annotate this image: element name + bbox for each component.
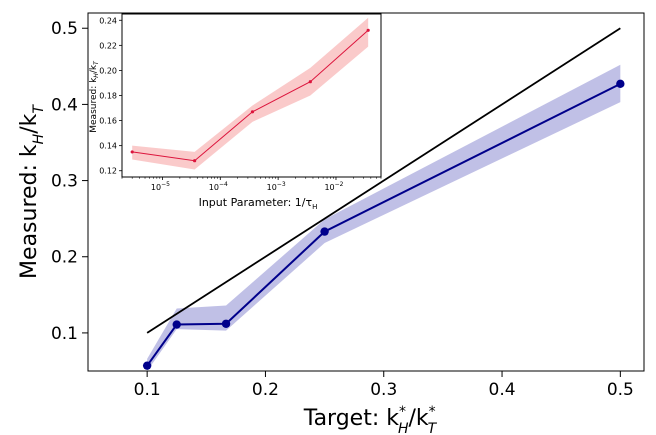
inset-y-tick-label: 0.14	[99, 142, 117, 151]
main-y-ticks: 0.1 0.2 0.3 0.4 0.5	[51, 19, 88, 344]
inset-y-tick-label: 0.22	[99, 41, 117, 50]
inset-data-point	[130, 150, 134, 154]
inset-x-tick-label: 10−3	[267, 181, 286, 192]
main-band-area	[147, 64, 621, 371]
inset-data-point	[308, 80, 312, 84]
inset-series-points	[130, 28, 370, 163]
inset-data-point	[366, 28, 370, 32]
main-y-tick-label: 0.1	[51, 324, 78, 344]
main-data-point	[172, 320, 181, 329]
main-series-points	[142, 79, 625, 370]
inset-y-tick-label: 0.20	[99, 66, 117, 75]
inset-y-tick-label: 0.16	[99, 117, 117, 126]
main-x-tick-label: 0.3	[370, 380, 397, 400]
inset-y-tick-label: 0.18	[99, 92, 117, 101]
inset-y-tick-label: 0.24	[99, 16, 117, 25]
main-x-axis-label: Target: k* H/k* T	[303, 404, 438, 435]
main-y-tick-label: 0.4	[51, 95, 78, 115]
inset-x-tick-label: 10−5	[151, 181, 170, 192]
main-x-tick-label: 0.5	[607, 380, 634, 400]
inset-y-tick-label: 0.12	[99, 167, 117, 176]
inset-data-point	[193, 159, 197, 163]
main-y-axis-label: Measured: kH/kT	[17, 104, 47, 279]
main-confidence-band	[147, 64, 621, 371]
inset-x-ticks: 10−5 10−4 10−3 10−2	[121, 177, 382, 192]
main-x-tick-label: 0.4	[489, 380, 516, 400]
inset-y-axis-label: Measured: kH/kT	[89, 60, 100, 133]
main-x-tick-label: 0.1	[134, 380, 161, 400]
main-identity-line	[146, 27, 621, 334]
main-x-tick-label: 0.2	[252, 380, 279, 400]
inset-confidence-band	[132, 17, 369, 170]
main-reference-line	[146, 27, 621, 334]
inset-data-point	[250, 110, 255, 114]
main-data-point	[616, 79, 625, 89]
inset-x-axis-label: Input Parameter: 1/τH	[199, 196, 318, 211]
main-y-tick-label: 0.2	[51, 248, 78, 268]
inset-plot: 10−5 10−4 10−3 10−2 0.12 0.14 0.16 0.18 0.20 0.2…	[89, 13, 382, 211]
main-y-tick-label: 0.5	[51, 19, 78, 39]
inset-x-tick-label: 10−4	[209, 181, 228, 192]
main-data-point	[142, 361, 152, 370]
main-data-point	[320, 227, 329, 236]
inset-y-ticks: 0.12 0.14 0.16 0.18 0.20 0.22 0.24	[99, 16, 122, 176]
inset-band-area	[132, 17, 369, 170]
main-data-point	[221, 319, 231, 328]
main-y-tick-label: 0.3	[51, 172, 78, 192]
main-x-ticks: 0.1 0.2 0.3 0.4 0.5	[134, 371, 634, 400]
inset-x-tick-label: 10−2	[324, 181, 343, 192]
